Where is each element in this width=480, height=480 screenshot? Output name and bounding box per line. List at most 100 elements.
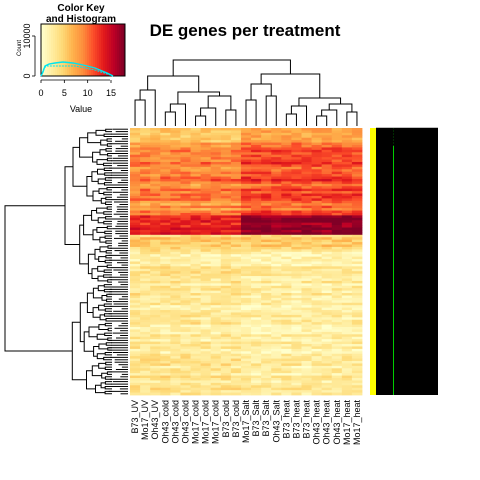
heatmap-cell [240, 300, 252, 304]
heatmap-cell [230, 373, 242, 376]
heatmap-cell [130, 217, 141, 221]
heatmap-cell [160, 149, 171, 153]
heatmap-cell [331, 322, 343, 326]
heatmap-cell [331, 317, 343, 321]
column-dendrogram [134, 59, 358, 126]
heatmap-cell [230, 140, 242, 143]
heatmap-cell [281, 242, 292, 245]
heatmap-cell [341, 227, 353, 231]
heatmap-cell [301, 249, 312, 253]
heatmap-cell [271, 212, 282, 216]
heatmap-cell [200, 239, 212, 243]
heatmap-cell [170, 222, 181, 226]
heatmap-cell [170, 305, 181, 309]
heatmap-cell [240, 290, 252, 294]
heatmap-cell [140, 203, 151, 207]
heatmap-cell [321, 203, 333, 207]
heatmap-cell [180, 365, 191, 369]
heatmap-cell [180, 273, 191, 277]
heatmap-cell [291, 256, 302, 260]
heatmap-cell [331, 225, 343, 228]
heatmap-cell [240, 229, 252, 233]
heatmap-cell [170, 363, 181, 367]
heatmap-cell [301, 220, 312, 224]
heatmap-cell [200, 365, 212, 369]
heatmap-cell [170, 200, 181, 204]
heatmap-cell [301, 361, 312, 364]
heatmap-cell [291, 370, 302, 374]
heatmap-cell [190, 310, 202, 313]
heatmap-cell [230, 164, 242, 168]
heatmap-cell [160, 166, 171, 170]
heatmap-cell [220, 295, 232, 299]
heatmap-cell [230, 375, 242, 379]
heatmap-cell [251, 290, 262, 294]
heatmap-cell [321, 271, 333, 275]
heatmap-cell [200, 142, 212, 146]
heatmap-cell [351, 322, 363, 326]
heatmap-cell [311, 164, 323, 168]
heatmap-cell [200, 205, 212, 209]
dendrogram-branch [104, 386, 112, 390]
heatmap-cell [220, 341, 232, 345]
heatmap-cell [331, 256, 343, 260]
heatmap-cell [261, 278, 272, 282]
heatmap-cell [251, 200, 262, 204]
heatmap-cell [321, 356, 333, 359]
heatmap-cell [150, 293, 161, 296]
heatmap-cell [140, 346, 151, 350]
heatmap-cell [160, 392, 171, 396]
key-gradient-cell [91, 24, 94, 76]
heatmap-cell [321, 183, 333, 187]
heatmap-cell [341, 242, 353, 245]
heatmap-cell [351, 368, 363, 372]
dendrogram-branch [105, 342, 112, 346]
heatmap-cell [271, 174, 282, 177]
heatmap-cell [271, 290, 282, 294]
heatmap-cell [160, 351, 171, 355]
heatmap-cell [291, 297, 302, 301]
heatmap-cell [160, 331, 171, 335]
heatmap-cell [351, 283, 363, 287]
heatmap-cell [200, 234, 212, 238]
key-gradient-cell [65, 24, 68, 76]
heatmap-cell [251, 128, 262, 131]
heatmap-cell [341, 305, 353, 309]
heatmap-cell [341, 302, 353, 306]
heatmap-cell [240, 280, 252, 284]
heatmap-cell [261, 378, 272, 381]
heatmap-cell [341, 176, 353, 180]
heatmap-cell [261, 283, 272, 287]
heatmap-cell [321, 174, 333, 177]
heatmap-cell [190, 297, 202, 301]
heatmap-cell [341, 149, 353, 153]
heatmap-cell [170, 378, 181, 381]
heatmap-cell [170, 387, 181, 391]
heatmap-cell [210, 387, 222, 391]
heatmap-cell [160, 348, 171, 352]
heatmap-cell [261, 198, 272, 202]
dendrogram-branch [103, 269, 112, 273]
heatmap-cell [291, 346, 302, 350]
heatmap-cell [261, 334, 272, 338]
heatmap-cell [170, 317, 181, 321]
heatmap-cell [180, 368, 191, 372]
heatmap-cell [301, 212, 312, 216]
heatmap-cell [220, 348, 232, 352]
heatmap-cell [200, 295, 212, 299]
dendrogram-branch [104, 376, 112, 380]
heatmap-cell [291, 251, 302, 255]
heatmap-cell [160, 373, 171, 376]
heatmap-cell [160, 271, 171, 275]
heatmap-cell [261, 251, 272, 255]
key-xtick-2: 10 [83, 88, 93, 98]
heatmap-cell [210, 239, 222, 243]
heatmap-cell [351, 220, 363, 224]
heatmap-cell [240, 169, 252, 173]
heatmap-cell [261, 329, 272, 333]
heatmap-cell [220, 280, 232, 284]
heatmap-cell [130, 285, 141, 289]
key-gradient-cell [51, 24, 54, 76]
key-gradient-cell [67, 24, 70, 76]
heatmap-cell [190, 314, 202, 318]
